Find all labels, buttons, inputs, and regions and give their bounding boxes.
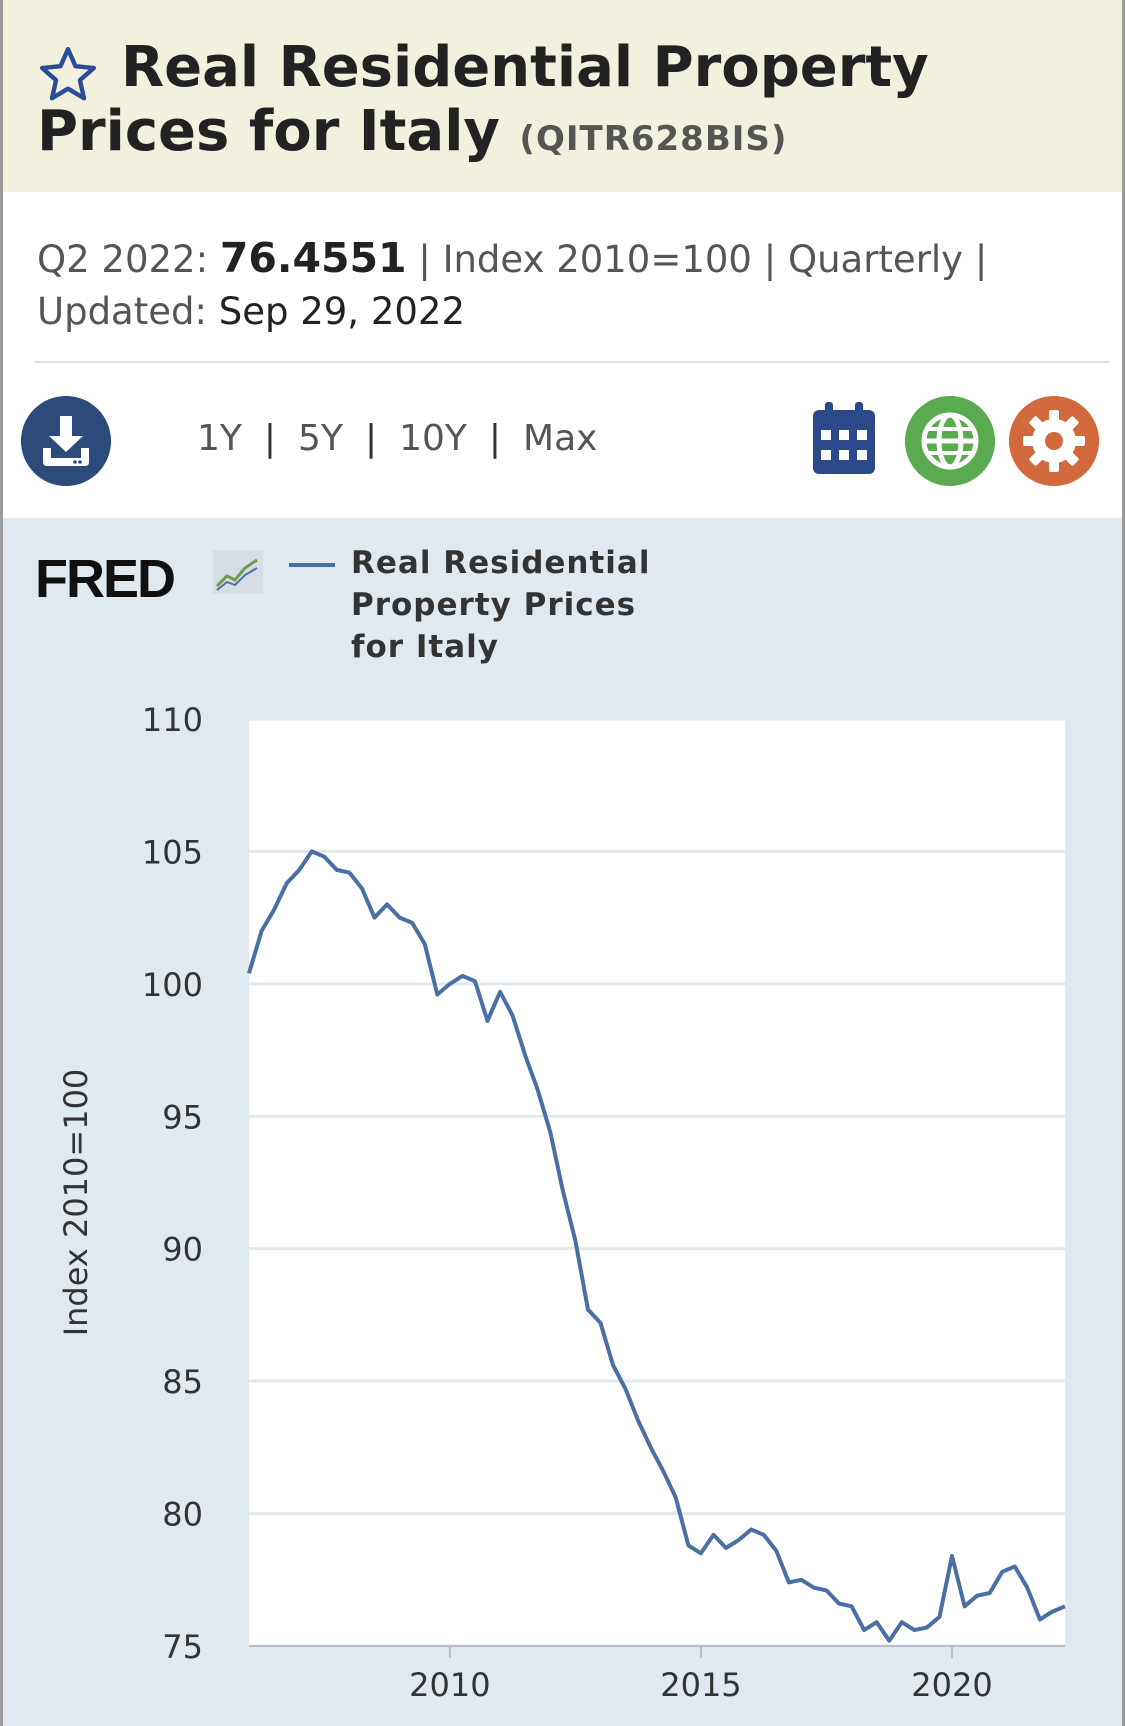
- star-icon[interactable]: [37, 44, 99, 106]
- range-separator: |: [263, 418, 277, 459]
- line-chart: 75 80 85 90 95 100 105 110 2010 2015 2020 Index 201…: [57, 701, 1066, 1704]
- y-tick-label: 105: [142, 833, 203, 871]
- download-icon[interactable]: [21, 396, 111, 486]
- fred-logo[interactable]: FRED: [35, 549, 176, 609]
- fred-sparkline-icon: [213, 550, 263, 594]
- y-tick-label: 85: [162, 1363, 203, 1401]
- range-5y-button[interactable]: 5Y: [298, 418, 343, 459]
- title-text: Real Residential Property Prices for Ita…: [37, 35, 929, 164]
- y-tick-label: 100: [142, 966, 203, 1004]
- units-frequency: | Index 2010=100 | Quarterly |: [418, 238, 988, 281]
- x-tick-label: 2010: [409, 1666, 490, 1704]
- gear-icon[interactable]: [1009, 396, 1099, 486]
- x-tick-label: 2020: [911, 1666, 992, 1704]
- range-max-button[interactable]: Max: [523, 418, 598, 459]
- latest-value: 76.4551: [219, 234, 407, 282]
- y-tick-label: 110: [142, 701, 203, 739]
- range-separator: |: [488, 418, 502, 459]
- legend-swatch: [289, 563, 335, 567]
- calendar-icon[interactable]: [811, 400, 877, 476]
- page-title: Real Residential Property Prices for Ita…: [37, 36, 1097, 171]
- series-meta: Q2 2022: 76.4551 | Index 2010=100 | Quar…: [37, 232, 1097, 338]
- range-separator: |: [364, 418, 378, 459]
- range-10y-button[interactable]: 10Y: [399, 418, 467, 459]
- legend-label: Real Residential Property Prices for Ita…: [351, 545, 651, 665]
- period-label: Q2 2022:: [37, 238, 209, 281]
- updated-label: Updated:: [37, 290, 207, 333]
- plot-background: [249, 719, 1065, 1646]
- updated-date: Sep 29, 2022: [218, 290, 465, 333]
- globe-icon[interactable]: [905, 396, 995, 486]
- range-selector: 1Y | 5Y | 10Y | Max: [189, 418, 605, 459]
- y-axis-label: Index 2010=100: [57, 1069, 95, 1337]
- y-tick-label: 90: [162, 1231, 203, 1269]
- divider: [35, 361, 1109, 363]
- series-id: (QITR628BIS): [519, 119, 788, 159]
- series-line: [247, 849, 1066, 1643]
- y-tick-label: 75: [162, 1628, 203, 1666]
- y-tick-label: 95: [162, 1098, 203, 1136]
- y-tick-label: 80: [162, 1496, 203, 1534]
- x-tick-label: 2015: [660, 1666, 741, 1704]
- title-band: [3, 0, 1122, 192]
- range-1y-button[interactable]: 1Y: [197, 418, 242, 459]
